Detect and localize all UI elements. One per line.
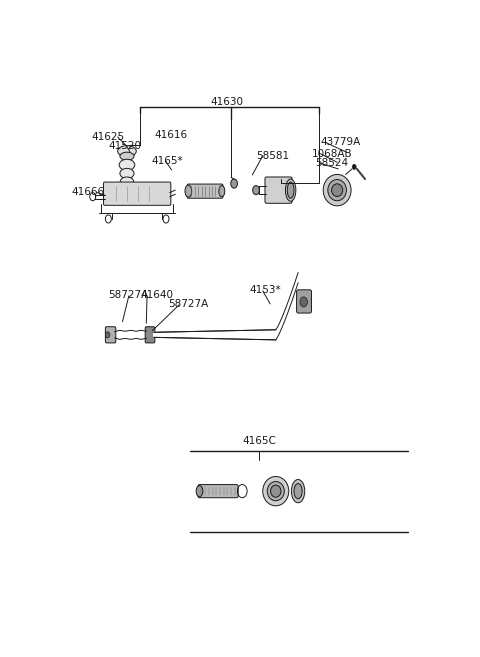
Text: 1068AB: 1068AB — [312, 148, 353, 159]
Text: 41666: 41666 — [72, 187, 105, 197]
Ellipse shape — [267, 482, 284, 501]
Text: 58727A: 58727A — [168, 300, 208, 309]
FancyBboxPatch shape — [104, 182, 171, 205]
FancyBboxPatch shape — [145, 327, 155, 343]
Ellipse shape — [120, 168, 134, 179]
Ellipse shape — [263, 476, 289, 506]
FancyBboxPatch shape — [106, 327, 116, 343]
Circle shape — [252, 185, 259, 194]
Circle shape — [300, 297, 307, 307]
Text: 43779A: 43779A — [321, 137, 360, 147]
Ellipse shape — [332, 184, 343, 196]
Text: 58727A: 58727A — [108, 290, 149, 300]
Ellipse shape — [219, 185, 225, 196]
Ellipse shape — [288, 182, 294, 198]
Ellipse shape — [118, 146, 136, 157]
Ellipse shape — [119, 159, 135, 170]
Text: 41640: 41640 — [140, 290, 173, 300]
Text: 4153*: 4153* — [250, 285, 281, 295]
Ellipse shape — [185, 185, 192, 197]
Text: 41625: 41625 — [92, 132, 125, 142]
Ellipse shape — [271, 485, 281, 497]
Ellipse shape — [120, 177, 133, 186]
Ellipse shape — [323, 175, 351, 206]
Ellipse shape — [120, 152, 134, 160]
Text: 4165*: 4165* — [151, 156, 183, 166]
Polygon shape — [154, 330, 276, 340]
Circle shape — [231, 179, 238, 188]
Ellipse shape — [294, 484, 302, 499]
Ellipse shape — [196, 486, 203, 497]
FancyBboxPatch shape — [187, 184, 223, 198]
Text: 41616: 41616 — [155, 131, 188, 141]
FancyBboxPatch shape — [198, 485, 238, 498]
FancyBboxPatch shape — [297, 290, 312, 313]
Text: 58581: 58581 — [256, 150, 289, 161]
Circle shape — [352, 164, 356, 170]
Text: 41630: 41630 — [211, 97, 244, 106]
Text: 58524: 58524 — [315, 158, 348, 168]
Text: 4165C: 4165C — [242, 436, 276, 446]
Circle shape — [106, 332, 110, 338]
Ellipse shape — [286, 179, 296, 201]
Text: 41520: 41520 — [108, 141, 142, 150]
Ellipse shape — [328, 179, 347, 201]
FancyBboxPatch shape — [265, 177, 292, 203]
Ellipse shape — [291, 480, 305, 503]
